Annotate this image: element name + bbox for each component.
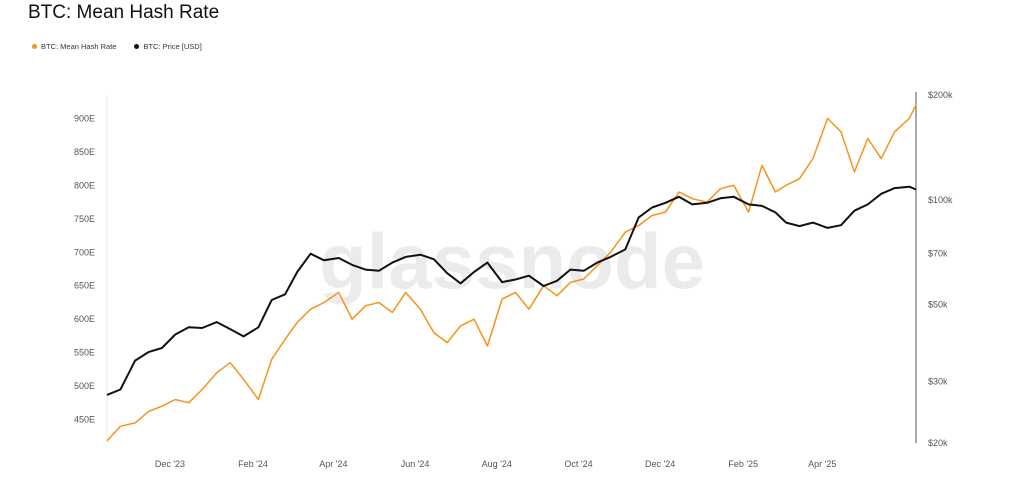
legend-dot-hashrate [32, 44, 37, 49]
left-tick-label: 600E [74, 314, 95, 324]
watermark: glassnode [319, 217, 705, 305]
x-tick-label: Aug '24 [482, 459, 512, 469]
x-tick-label: Dec '24 [645, 459, 675, 469]
left-tick-label: 850E [74, 147, 95, 157]
right-tick-label: $20k [928, 438, 948, 448]
left-tick-label: 550E [74, 348, 95, 358]
right-tick-label: $30k [928, 377, 948, 387]
left-tick-label: 900E [74, 113, 95, 123]
left-tick-label: 450E [74, 415, 95, 425]
legend-dot-price [134, 44, 140, 49]
x-tick-label: Jun '24 [401, 459, 430, 469]
left-tick-label: 750E [74, 214, 95, 224]
legend-item-price[interactable]: BTC: Price [USD] [134, 42, 202, 51]
right-tick-label: $100k [928, 195, 953, 205]
x-tick-label: Dec '23 [155, 459, 185, 469]
x-tick-label: Oct '24 [564, 459, 592, 469]
series-line-hashrate [106, 104, 917, 442]
x-tick-label: Feb '24 [238, 459, 268, 469]
left-tick-label: 700E [74, 247, 95, 257]
left-tick-label: 800E [74, 180, 95, 190]
x-tick-label: Apr '24 [319, 459, 347, 469]
legend-label-price: BTC: Price [USD] [143, 42, 202, 51]
right-tick-label: $200k [928, 90, 953, 100]
right-tick-label: $70k [928, 249, 948, 259]
series-lines [106, 104, 917, 442]
axes: 450E 500E 550E 600E 650E 700E 750E 800E 850E 900E… [74, 90, 953, 469]
legend: BTC: Mean Hash Rate BTC: Price [USD] [32, 42, 202, 51]
legend-label-hashrate: BTC: Mean Hash Rate [41, 42, 117, 51]
chart-title: BTC: Mean Hash Rate [28, 2, 220, 23]
legend-item-hashrate[interactable]: BTC: Mean Hash Rate [32, 42, 116, 51]
left-tick-label: 500E [74, 381, 95, 391]
x-tick-label: Apr '25 [808, 459, 836, 469]
series-line-price [106, 185, 917, 396]
left-tick-label: 650E [74, 281, 95, 291]
x-tick-label: Feb '25 [728, 459, 758, 469]
right-tick-label: $50k [928, 300, 948, 310]
